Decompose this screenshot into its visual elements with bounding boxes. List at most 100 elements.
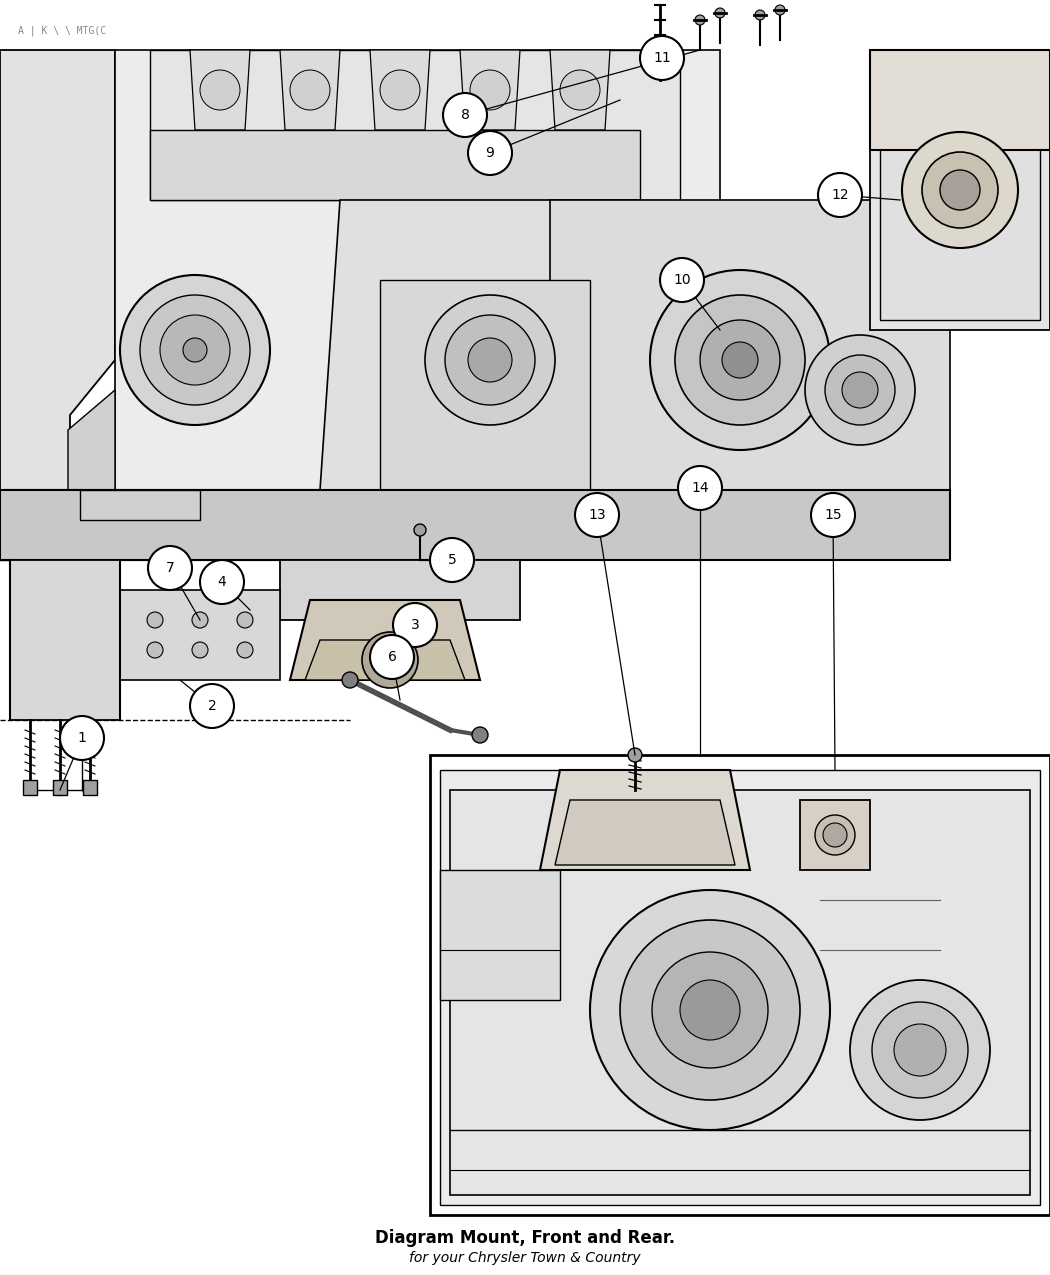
Circle shape: [430, 538, 474, 581]
Circle shape: [755, 10, 765, 20]
Text: 8: 8: [461, 108, 469, 122]
Text: 7: 7: [166, 561, 174, 575]
Polygon shape: [83, 780, 97, 796]
Polygon shape: [430, 755, 1050, 1215]
Circle shape: [575, 493, 620, 537]
Circle shape: [52, 516, 68, 533]
Circle shape: [722, 342, 758, 377]
Circle shape: [652, 952, 768, 1068]
Polygon shape: [52, 780, 67, 796]
Polygon shape: [94, 490, 155, 510]
Circle shape: [695, 15, 705, 26]
Polygon shape: [870, 50, 1050, 150]
Circle shape: [902, 133, 1018, 249]
Polygon shape: [320, 200, 660, 490]
Circle shape: [715, 8, 724, 18]
Polygon shape: [0, 50, 116, 490]
Polygon shape: [0, 390, 116, 490]
Polygon shape: [150, 50, 680, 200]
Polygon shape: [10, 560, 120, 720]
Circle shape: [147, 643, 163, 658]
Polygon shape: [880, 60, 1040, 320]
Text: for your Chrysler Town & Country: for your Chrysler Town & Country: [410, 1251, 640, 1265]
Text: 4: 4: [217, 575, 227, 589]
Polygon shape: [290, 601, 480, 680]
Polygon shape: [23, 780, 37, 796]
Polygon shape: [440, 770, 1040, 1205]
Circle shape: [818, 173, 862, 217]
Circle shape: [815, 815, 855, 856]
Polygon shape: [800, 799, 870, 870]
Text: 5: 5: [447, 553, 457, 567]
Circle shape: [92, 516, 108, 533]
Polygon shape: [120, 590, 280, 680]
Circle shape: [842, 372, 878, 408]
Circle shape: [183, 338, 207, 362]
Circle shape: [120, 275, 270, 425]
Circle shape: [172, 516, 188, 533]
Polygon shape: [0, 490, 950, 560]
Circle shape: [775, 5, 785, 15]
Circle shape: [620, 921, 800, 1100]
Circle shape: [192, 612, 208, 629]
Text: A | K \ \ MTG(C: A | K \ \ MTG(C: [18, 26, 106, 36]
Circle shape: [393, 603, 437, 646]
Circle shape: [147, 612, 163, 629]
Circle shape: [680, 980, 740, 1040]
Polygon shape: [5, 490, 340, 560]
Circle shape: [590, 890, 830, 1130]
Circle shape: [675, 295, 805, 425]
Polygon shape: [870, 50, 1050, 330]
Text: 1: 1: [78, 731, 86, 745]
Polygon shape: [460, 50, 520, 130]
Polygon shape: [440, 870, 560, 1000]
Polygon shape: [190, 50, 250, 130]
Circle shape: [60, 717, 104, 760]
Polygon shape: [150, 130, 640, 200]
Circle shape: [468, 338, 512, 382]
Circle shape: [560, 70, 600, 110]
Polygon shape: [555, 799, 735, 864]
Polygon shape: [370, 50, 430, 130]
Text: 6: 6: [387, 650, 397, 664]
Circle shape: [192, 643, 208, 658]
Circle shape: [823, 822, 847, 847]
Circle shape: [237, 612, 253, 629]
Polygon shape: [116, 50, 720, 490]
Circle shape: [292, 516, 308, 533]
Circle shape: [805, 335, 915, 445]
Circle shape: [640, 36, 684, 80]
Circle shape: [237, 643, 253, 658]
Text: 12: 12: [832, 187, 848, 201]
Text: 15: 15: [824, 507, 842, 521]
Text: 13: 13: [588, 507, 606, 521]
Circle shape: [443, 93, 487, 136]
Text: 10: 10: [673, 273, 691, 287]
Circle shape: [132, 516, 148, 533]
Circle shape: [148, 546, 192, 590]
Circle shape: [700, 320, 780, 400]
Circle shape: [678, 465, 722, 510]
Circle shape: [252, 516, 268, 533]
Circle shape: [850, 980, 990, 1119]
Circle shape: [374, 644, 406, 676]
Text: 2: 2: [208, 699, 216, 713]
Circle shape: [370, 635, 414, 680]
Circle shape: [940, 170, 980, 210]
Circle shape: [825, 354, 895, 425]
Circle shape: [342, 672, 358, 689]
Text: 11: 11: [653, 51, 671, 65]
Circle shape: [200, 560, 244, 604]
Text: Diagram Mount, Front and Rear.: Diagram Mount, Front and Rear.: [375, 1229, 675, 1247]
Polygon shape: [175, 490, 235, 510]
Polygon shape: [540, 770, 750, 870]
Circle shape: [872, 1002, 968, 1098]
Circle shape: [200, 70, 240, 110]
Circle shape: [445, 315, 536, 405]
Circle shape: [894, 1024, 946, 1076]
Polygon shape: [380, 280, 590, 490]
Circle shape: [650, 270, 830, 450]
Text: 9: 9: [485, 147, 495, 159]
Circle shape: [470, 70, 510, 110]
Polygon shape: [80, 490, 200, 520]
